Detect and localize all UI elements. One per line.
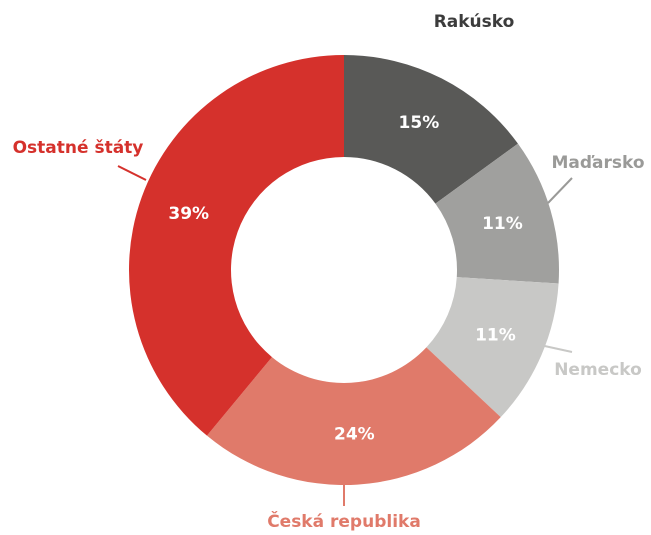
category-label: Rakúsko [434,12,515,32]
category-label: Ostatné štáty [13,138,144,158]
category-label: Nemecko [554,360,642,380]
value-label: 24% [334,425,375,445]
leader-line [117,165,147,181]
value-label: 39% [168,204,209,224]
leader-line [539,344,573,353]
leader-line [547,177,573,204]
donut-slice [206,347,501,485]
donut-slice [129,55,344,436]
value-label: 15% [399,113,440,133]
value-label: 11% [482,214,523,234]
donut-slice [435,143,559,284]
donut-slice [426,277,559,418]
category-label: Česká republika [267,510,421,532]
donut-slice [344,55,518,204]
value-label: 11% [475,326,516,346]
category-label: Maďarsko [551,153,644,173]
